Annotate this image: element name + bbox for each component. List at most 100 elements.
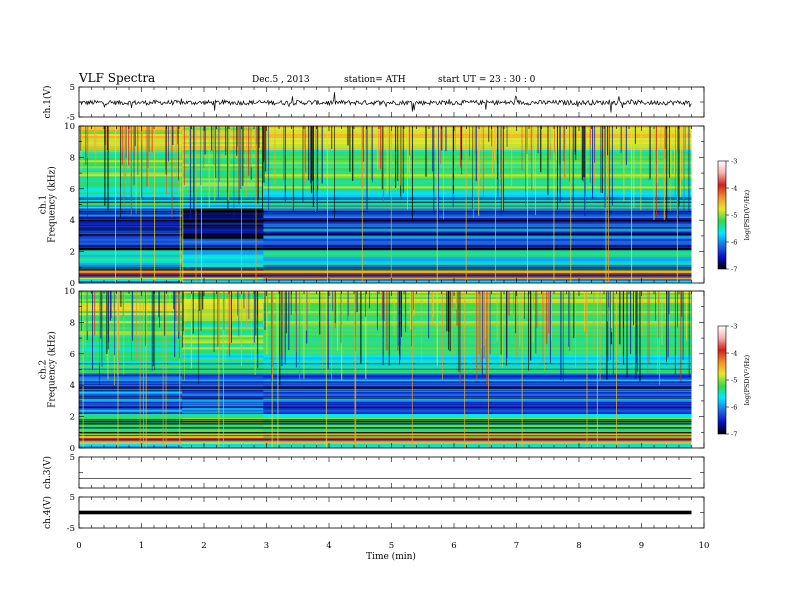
spectrogram-band <box>263 166 692 169</box>
spectrogram-band <box>263 126 692 129</box>
spectrogram-band <box>182 170 264 173</box>
x-tick-label: 2 <box>201 541 206 551</box>
spectrogram-band <box>263 367 692 370</box>
spectrogram-band <box>263 433 692 437</box>
spectrogram-band <box>79 260 183 264</box>
spectrogram-band <box>182 242 264 245</box>
spectrogram-band <box>79 341 183 344</box>
spectrogram-band <box>79 371 183 374</box>
spectrogram-band <box>263 228 692 231</box>
spectrogram-band <box>182 186 264 189</box>
spectrogram-band <box>79 417 183 421</box>
spectrogram-band <box>263 357 692 360</box>
spectrogram-band <box>79 311 183 314</box>
y-tick-label: 10 <box>64 122 75 132</box>
spectrogram-band <box>263 329 692 332</box>
spectrogram-band <box>79 323 183 326</box>
spectrogram-band <box>263 144 692 147</box>
spectrogram-band <box>182 435 264 439</box>
spectrogram-band <box>182 222 264 225</box>
spectrogram-band <box>79 427 183 431</box>
spectrogram-band <box>263 323 692 326</box>
spectrogram-image <box>79 291 704 448</box>
ch3-waveform-panel: ch.3(V) 5 <box>42 453 705 489</box>
spectrogram-band <box>263 297 692 300</box>
spectrogram-band <box>79 214 183 217</box>
colorbar-tick-label: -7 <box>731 266 737 274</box>
spectrogram-band <box>79 234 183 237</box>
spectrogram-band <box>182 407 264 410</box>
spectrogram-band <box>79 391 183 394</box>
spectrogram-band <box>263 154 692 157</box>
spectrogram-band <box>79 293 183 296</box>
spectrogram-band <box>182 397 264 400</box>
spectrogram-band <box>263 425 692 429</box>
spectrogram-band <box>263 214 692 217</box>
spectrogram-band <box>182 202 264 205</box>
spectrogram-band <box>79 329 183 332</box>
ch4-waveform-panel: ch.4(V) 5 -5 <box>42 493 705 534</box>
y-tick-label: 4 <box>70 381 75 391</box>
spectrogram-band <box>79 335 183 338</box>
spectrogram-band <box>263 234 692 237</box>
spectrogram-band <box>263 327 692 330</box>
spectrogram-band <box>263 423 692 427</box>
spectrogram-band <box>263 337 692 340</box>
colorbar-tick-label: -5 <box>731 377 737 385</box>
spectrogram-band <box>79 256 183 260</box>
spectrogram-band <box>263 256 692 260</box>
spectrogram-band <box>263 242 692 245</box>
spectrogram-band <box>79 295 183 298</box>
spectrogram-band <box>79 359 183 362</box>
ch2-spectrogram-panel: ch.2 Frequency (kHz) 0 2 4 6 8 10 <box>39 287 705 454</box>
spectrogram-band <box>263 236 692 239</box>
spectrogram-band <box>182 441 264 445</box>
spectrogram-band <box>263 401 692 404</box>
colorbar-tick-label: -6 <box>731 404 737 412</box>
spectrogram-band <box>79 254 183 258</box>
spectrogram-band <box>263 194 692 197</box>
spectrogram-band <box>79 250 183 254</box>
spectrogram-band <box>79 331 183 334</box>
ch1-waveform-trace <box>78 92 692 113</box>
x-tick-label: 9 <box>639 541 644 551</box>
spectrogram-band <box>182 445 264 448</box>
spectrogram-band <box>79 421 183 425</box>
spectrogram-band <box>263 321 692 324</box>
spectrogram-band <box>263 222 692 225</box>
spectrogram-band <box>263 252 692 256</box>
spectrogram-band <box>182 194 264 197</box>
y-tick-label: -5 <box>67 113 75 123</box>
spectrogram-band <box>182 254 264 258</box>
spectrogram-band <box>263 355 692 358</box>
spectrogram-band <box>182 423 264 427</box>
x-tick-label: 10 <box>699 541 710 551</box>
spectrogram-band <box>79 236 183 239</box>
spectrogram-band <box>263 244 692 247</box>
spectrogram-image <box>79 126 704 283</box>
x-tick-label: 7 <box>514 541 519 551</box>
spectrogram-band <box>263 421 692 425</box>
y-tick-label: 0 <box>70 279 75 289</box>
spectrogram-band <box>263 375 692 378</box>
spectrogram-band <box>263 381 692 384</box>
spectrogram-band <box>182 244 264 247</box>
spectrogram-band <box>263 250 692 254</box>
spectrogram-band <box>182 415 264 419</box>
spectrogram-band <box>263 371 692 374</box>
spectrogram-band <box>263 172 692 175</box>
spectrogram-band <box>263 270 692 274</box>
colorbar-tick-label: -6 <box>731 239 737 247</box>
spectrogram-band <box>182 144 264 147</box>
spectrogram-band <box>79 399 183 402</box>
spectrogram-band <box>79 445 183 448</box>
spectrogram-band <box>79 379 183 382</box>
spectrogram-band <box>79 443 183 447</box>
spectrogram-band <box>263 278 692 282</box>
spectrogram-band <box>79 307 183 310</box>
spectrogram-band <box>263 353 692 356</box>
spectrogram-band <box>263 309 692 312</box>
x-tick-label: 1 <box>139 541 144 551</box>
spectrogram-band <box>263 176 692 179</box>
station-label: station= ATH <box>344 75 406 85</box>
